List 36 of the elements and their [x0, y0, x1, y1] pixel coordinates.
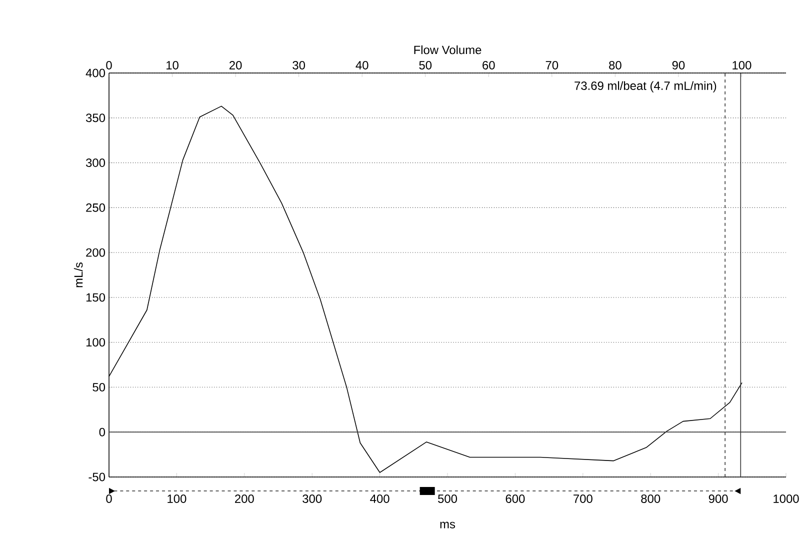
x2-tick-label: 0: [106, 61, 112, 70]
x-tick-label: 800: [641, 494, 660, 503]
y-tick-label: 100: [86, 338, 106, 347]
y-tick-label: 250: [86, 203, 106, 212]
x-tick-label: 0: [106, 494, 112, 503]
x-tick-label: 500: [438, 494, 458, 503]
x-tick-label: 300: [302, 494, 322, 503]
x-tick-label: 900: [708, 494, 728, 503]
x-tick-label: 600: [506, 494, 525, 503]
x2-axis-title: Flow Volume: [414, 45, 482, 54]
x2-tick-label: 10: [166, 61, 178, 70]
x-axis-title: ms: [440, 522, 456, 528]
y-tick-label: -50: [88, 472, 106, 482]
x-tick-label: 100: [168, 494, 186, 503]
x2-tick-label: 90: [672, 61, 685, 70]
y-tick-label: 50: [92, 382, 106, 392]
y-tick-label: 0: [99, 428, 106, 436]
y-tick-label: 350: [86, 114, 106, 122]
x2-tick-label: 100: [732, 61, 752, 70]
x2-tick-label: 80: [609, 61, 622, 70]
y-tick-label: 200: [86, 248, 106, 257]
y-axis-title: mL/s: [74, 262, 83, 288]
x2-tick-label: 40: [356, 61, 368, 70]
x2-tick-label: 60: [482, 61, 495, 70]
x-tick-label: 700: [574, 494, 592, 503]
x2-tick-label: 30: [292, 61, 306, 70]
annotation: 73.69 ml/beat (4.7 mL/min): [574, 81, 716, 92]
x-tick-label: 400: [370, 494, 390, 503]
y-tick-label: 150: [86, 293, 106, 302]
y-tick-label: 400: [86, 68, 106, 78]
x-tick-label: 200: [235, 494, 254, 503]
x2-tick-label: 50: [419, 61, 432, 70]
y-tick-label: 300: [86, 158, 106, 167]
x-tick-label: 1000: [774, 494, 799, 503]
x2-tick-label: 20: [229, 61, 242, 70]
x2-tick-label: 70: [546, 61, 558, 70]
